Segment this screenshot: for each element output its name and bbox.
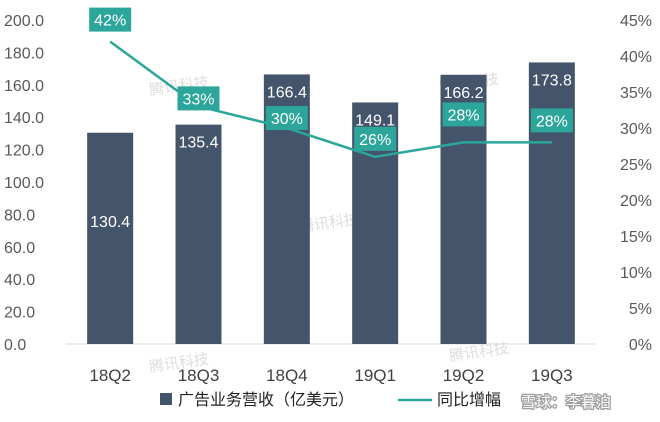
rate-label-box xyxy=(442,102,485,127)
category-label: 18Q3 xyxy=(178,366,220,385)
snowball-icon xyxy=(500,393,516,409)
left-tick-label: 160.0 xyxy=(4,78,44,95)
rate-label: 28% xyxy=(447,107,479,124)
left-tick-label: 180.0 xyxy=(4,45,44,62)
bar-value-label: 135.4 xyxy=(178,135,218,152)
right-tick-label: 45% xyxy=(620,13,652,30)
right-tick-label: 5% xyxy=(629,301,652,318)
legend: 广告业务营收（亿美元） 同比增幅 xyxy=(160,390,501,409)
left-axis: 0.0 20.0 40.0 60.0 80.0 100.0 120.0 140.0 160.0 1… xyxy=(4,13,44,354)
left-tick-label: 60.0 xyxy=(4,240,35,257)
legend-bar-label: 广告业务营收（亿美元） xyxy=(178,390,354,409)
right-tick-label: 10% xyxy=(620,265,652,282)
category-label: 19Q2 xyxy=(443,366,485,385)
left-tick-label: 40.0 xyxy=(4,272,35,289)
category-label: 18Q2 xyxy=(89,366,131,385)
right-tick-label: 15% xyxy=(620,229,652,246)
category-label: 19Q3 xyxy=(531,366,573,385)
rate-label-box xyxy=(530,108,573,133)
left-tick-label: 20.0 xyxy=(4,305,35,322)
bar-labels: 130.4 135.4 166.4 149.1 166.2 173.8 xyxy=(90,72,572,230)
rate-label: 26% xyxy=(359,132,391,149)
rate-label: 30% xyxy=(271,111,303,128)
watermarks: 腾讯科技腾讯科技腾讯科技腾讯科技腾讯科技 xyxy=(148,70,510,376)
left-tick-label: 100.0 xyxy=(4,175,44,192)
bar xyxy=(175,124,222,344)
legend-line-label: 同比增幅 xyxy=(437,390,501,409)
legend-bar-swatch xyxy=(160,393,172,405)
bar-value-label: 130.4 xyxy=(90,214,130,231)
bar-value-label: 166.2 xyxy=(443,85,483,102)
right-axis: 0% 5% 10% 15% 20% 25% 30% 35% 40% 45% xyxy=(620,13,652,354)
left-tick-label: 200.0 xyxy=(4,13,44,30)
x-axis: 18Q2 18Q3 18Q4 19Q1 19Q2 19Q3 xyxy=(89,366,572,385)
right-tick-label: 35% xyxy=(620,85,652,102)
rate-label: 28% xyxy=(536,113,568,130)
bar-value-label: 173.8 xyxy=(532,72,572,89)
rate-label-box xyxy=(354,126,397,151)
bar-value-label: 149.1 xyxy=(355,112,395,129)
rate-label-box xyxy=(177,86,220,111)
right-tick-label: 30% xyxy=(620,121,652,138)
rate-label: 42% xyxy=(94,13,126,30)
category-label: 18Q4 xyxy=(266,366,308,385)
bar xyxy=(87,132,134,344)
left-tick-label: 140.0 xyxy=(4,110,44,127)
right-tick-label: 20% xyxy=(620,193,652,210)
bars xyxy=(87,62,575,345)
rate-label: 33% xyxy=(182,91,214,108)
right-tick-label: 0% xyxy=(629,337,652,354)
bar xyxy=(528,62,575,344)
left-tick-label: 120.0 xyxy=(4,143,44,160)
rate-label-box xyxy=(89,7,132,32)
right-tick-label: 40% xyxy=(620,49,652,66)
rate-label-box xyxy=(265,106,308,130)
credit-text: 雪球：李暮泊 xyxy=(521,393,611,411)
category-label: 19Q1 xyxy=(354,366,396,385)
left-tick-label: 0.0 xyxy=(4,337,26,354)
bar-value-label: 166.4 xyxy=(267,84,307,101)
left-tick-label: 80.0 xyxy=(4,207,35,224)
credit: 雪球：李暮泊 xyxy=(500,392,612,412)
rate-labels: 42% 33% 30% 26% 28% 28% xyxy=(89,7,573,151)
right-tick-label: 25% xyxy=(620,157,652,174)
